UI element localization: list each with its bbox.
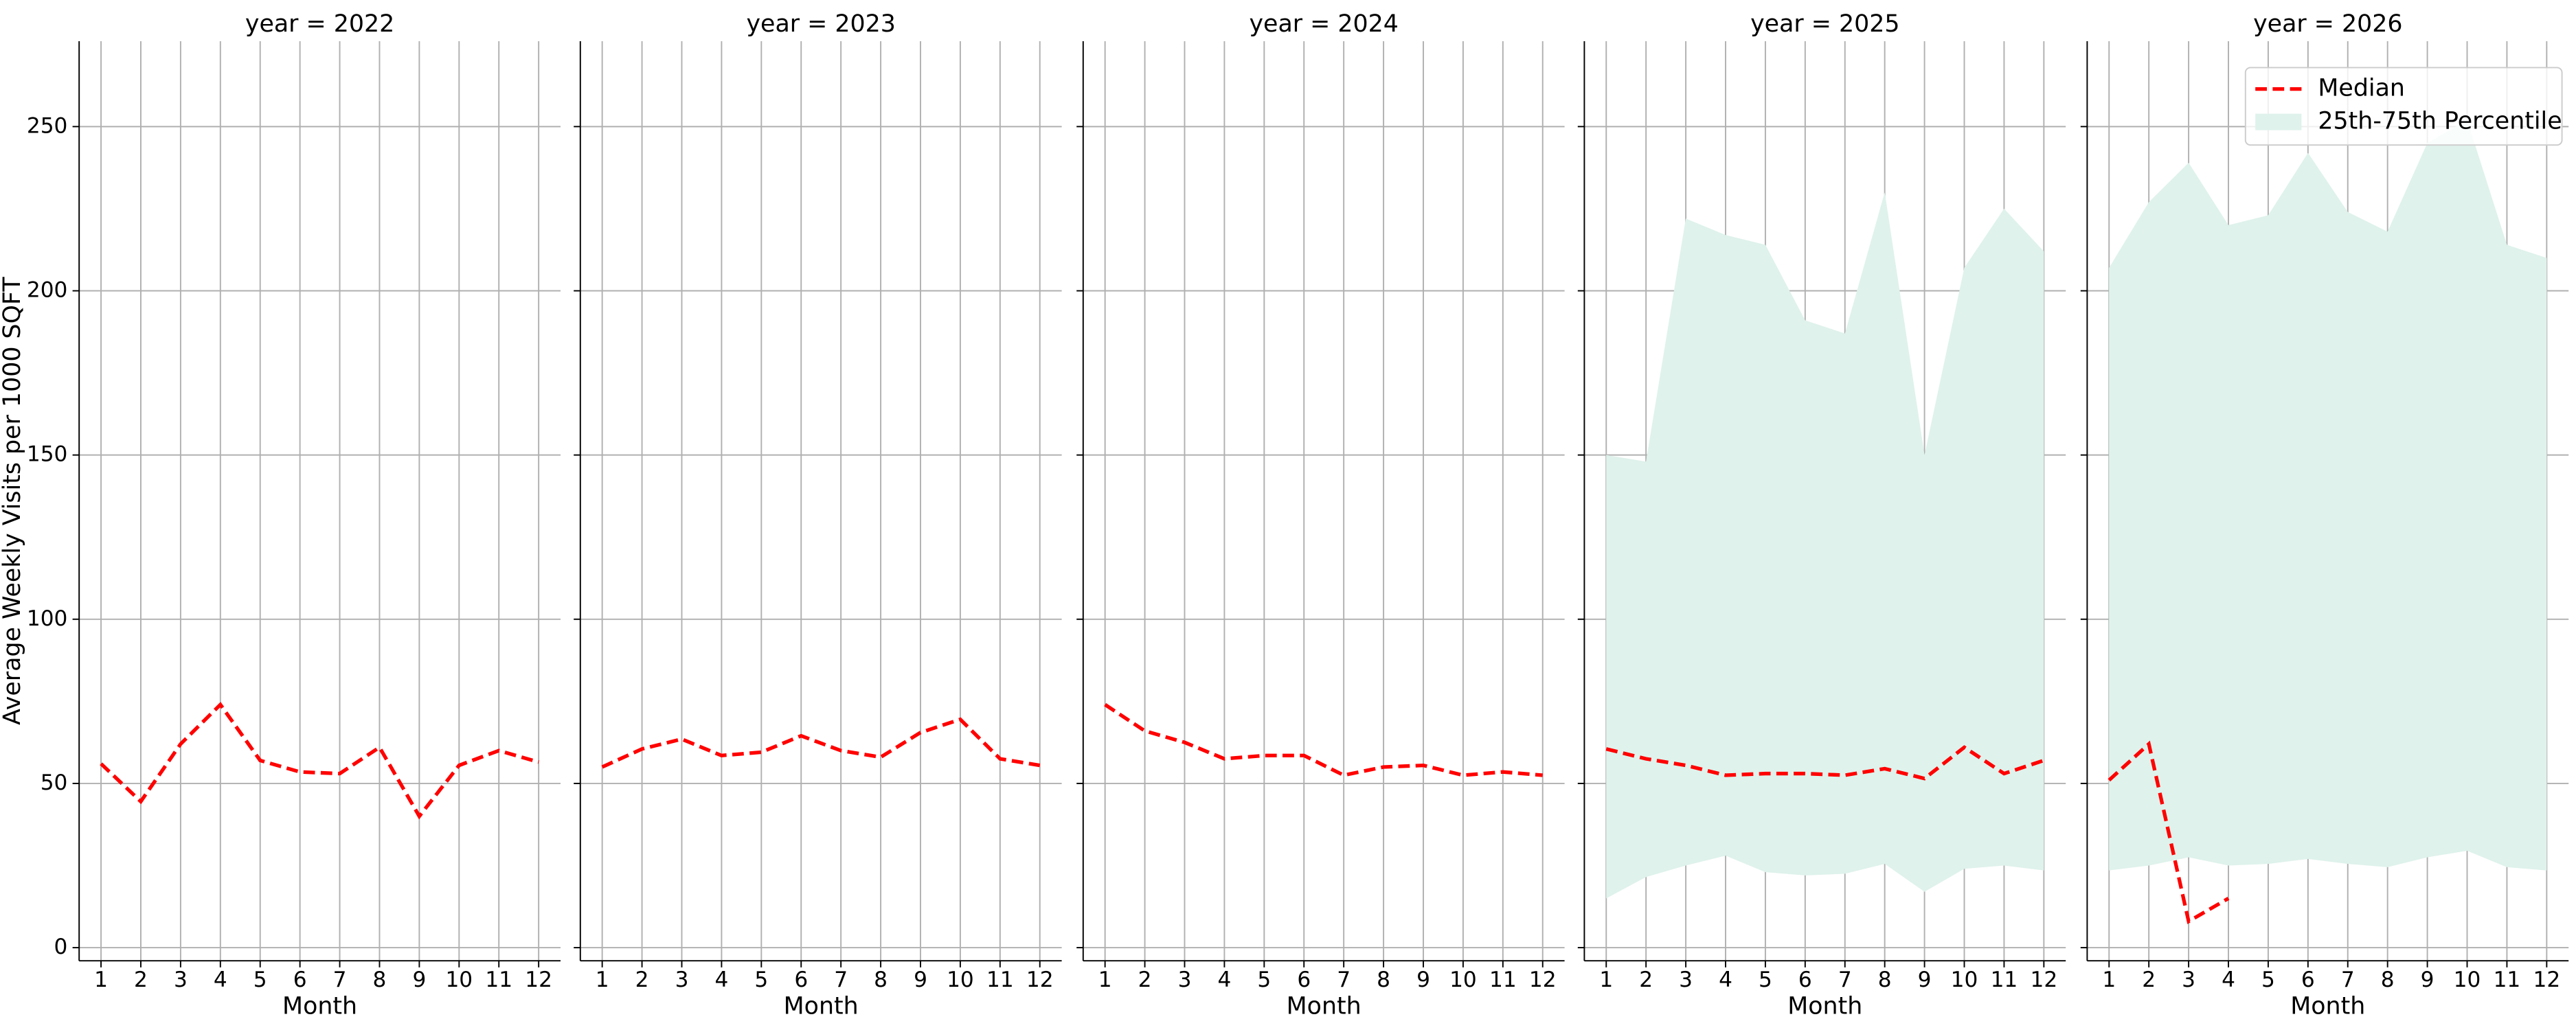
x-tick-label: 11: [2494, 968, 2521, 992]
x-tick-label: 9: [1918, 968, 1932, 992]
x-tick-label: 12: [2533, 968, 2561, 992]
x-axis-label: Month: [1787, 992, 1862, 1020]
x-tick-label: 10: [1951, 968, 1978, 992]
x-tick-label: 4: [1719, 968, 1732, 992]
x-tick-label: 12: [1026, 968, 1054, 992]
x-axis-label: Month: [2290, 992, 2365, 1020]
x-axis-label: Month: [282, 992, 357, 1020]
legend-label: Median: [2318, 75, 2405, 102]
x-tick-label: 9: [412, 968, 426, 992]
x-tick-label: 7: [2341, 968, 2355, 992]
x-tick-label: 8: [1878, 968, 1892, 992]
x-tick-label: 7: [1337, 968, 1351, 992]
x-tick-label: 2: [1138, 968, 1152, 992]
legend-box: [2244, 67, 2563, 146]
x-tick-label: 2: [134, 968, 148, 992]
x-tick-label: 10: [1449, 968, 1477, 992]
x-tick-label: 1: [1098, 968, 1112, 992]
y-tick-label: 100: [27, 606, 68, 631]
x-tick-label: 1: [596, 968, 609, 992]
x-tick-label: 12: [525, 968, 552, 992]
x-tick-label: 9: [1416, 968, 1430, 992]
x-tick-label: 4: [714, 968, 728, 992]
y-tick-label: 150: [27, 442, 68, 467]
x-tick-label: 1: [94, 968, 108, 992]
legend-label: 25th-75th Percentile: [2318, 108, 2562, 135]
panel-title: year = 2024: [1249, 10, 1398, 38]
x-tick-label: 3: [174, 968, 188, 992]
x-tick-label: 3: [1679, 968, 1693, 992]
x-tick-label: 8: [2381, 968, 2395, 992]
percentile-band: [1606, 192, 2044, 899]
y-axis-label: Average Weekly Visits per 1000 SQFT: [0, 277, 26, 725]
x-tick-label: 11: [485, 968, 512, 992]
median-line: [601, 717, 1041, 769]
x-tick-label: 6: [1297, 968, 1311, 992]
x-tick-label: 7: [834, 968, 848, 992]
legend-swatch: [2255, 113, 2302, 130]
x-tick-label: 9: [2421, 968, 2434, 992]
median-line: [100, 702, 539, 820]
x-axis-label: Month: [784, 992, 859, 1020]
median-line: [1104, 702, 1543, 777]
y-tick-label: 0: [54, 935, 68, 959]
x-tick-label: 4: [2222, 968, 2235, 992]
x-tick-label: 2: [1639, 968, 1653, 992]
x-tick-label: 3: [675, 968, 689, 992]
x-tick-label: 8: [373, 968, 387, 992]
x-tick-label: 3: [1178, 968, 1192, 992]
x-tick-label: 6: [293, 968, 307, 992]
panel-title: year = 2022: [245, 10, 394, 38]
grid: [1083, 41, 1565, 961]
x-tick-label: 2: [2142, 968, 2156, 992]
x-tick-label: 4: [214, 968, 227, 992]
grid: [580, 41, 1062, 961]
x-tick-label: 1: [1599, 968, 1613, 992]
x-tick-label: 10: [445, 968, 473, 992]
x-tick-label: 8: [1377, 968, 1390, 992]
x-tick-label: 12: [1529, 968, 1557, 992]
percentile-band: [2109, 119, 2547, 871]
x-tick-label: 10: [2454, 968, 2481, 992]
x-tick-label: 1: [2102, 968, 2116, 992]
x-tick-label: 11: [986, 968, 1014, 992]
x-tick-label: 5: [754, 968, 768, 992]
x-tick-label: 5: [253, 968, 267, 992]
x-tick-label: 5: [1759, 968, 1772, 992]
grid: [79, 41, 561, 961]
median-line: [1605, 745, 2045, 781]
x-tick-label: 6: [2301, 968, 2315, 992]
panel-title: year = 2026: [2253, 10, 2402, 38]
x-tick-label: 7: [1838, 968, 1852, 992]
x-tick-label: 4: [1217, 968, 1231, 992]
y-tick-label: 200: [27, 277, 68, 302]
x-tick-label: 5: [2261, 968, 2275, 992]
y-tick-label: 50: [41, 770, 68, 795]
x-tick-label: 10: [947, 968, 974, 992]
x-tick-label: 3: [2182, 968, 2195, 992]
x-tick-label: 12: [2031, 968, 2058, 992]
x-tick-label: 11: [1489, 968, 1517, 992]
x-tick-label: 9: [914, 968, 927, 992]
x-tick-label: 11: [1991, 968, 2018, 992]
panel-title: year = 2023: [746, 10, 895, 38]
x-tick-label: 7: [333, 968, 347, 992]
x-tick-label: 5: [1257, 968, 1271, 992]
x-tick-label: 6: [1798, 968, 1812, 992]
x-tick-label: 2: [635, 968, 649, 992]
median-line: [2108, 740, 2230, 924]
x-axis-label: Month: [1287, 992, 1362, 1020]
x-tick-label: 6: [794, 968, 808, 992]
y-tick-label: 250: [27, 113, 68, 138]
x-tick-label: 8: [874, 968, 888, 992]
panel-title: year = 2025: [1750, 10, 1899, 38]
